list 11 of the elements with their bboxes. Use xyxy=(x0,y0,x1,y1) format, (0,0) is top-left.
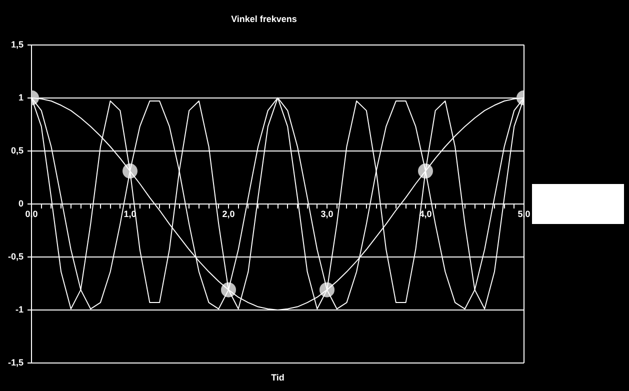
y-tick-label: -1 xyxy=(15,304,24,314)
y-tick-label: 1 xyxy=(18,92,24,102)
y-tick-label: -1,5 xyxy=(8,357,24,368)
x-tick-label: 3,0 xyxy=(320,208,334,219)
x-axis-title: Tid xyxy=(271,372,284,382)
y-tick-label: 0 xyxy=(18,198,24,208)
y-tick-label: -0,5 xyxy=(8,251,24,262)
y-tick-label: 1,5 xyxy=(10,39,24,50)
chart-title: Vinkel frekvens xyxy=(231,14,297,24)
x-tick-label: 2,0 xyxy=(222,208,235,219)
y-tick-label: 0,5 xyxy=(10,145,24,156)
